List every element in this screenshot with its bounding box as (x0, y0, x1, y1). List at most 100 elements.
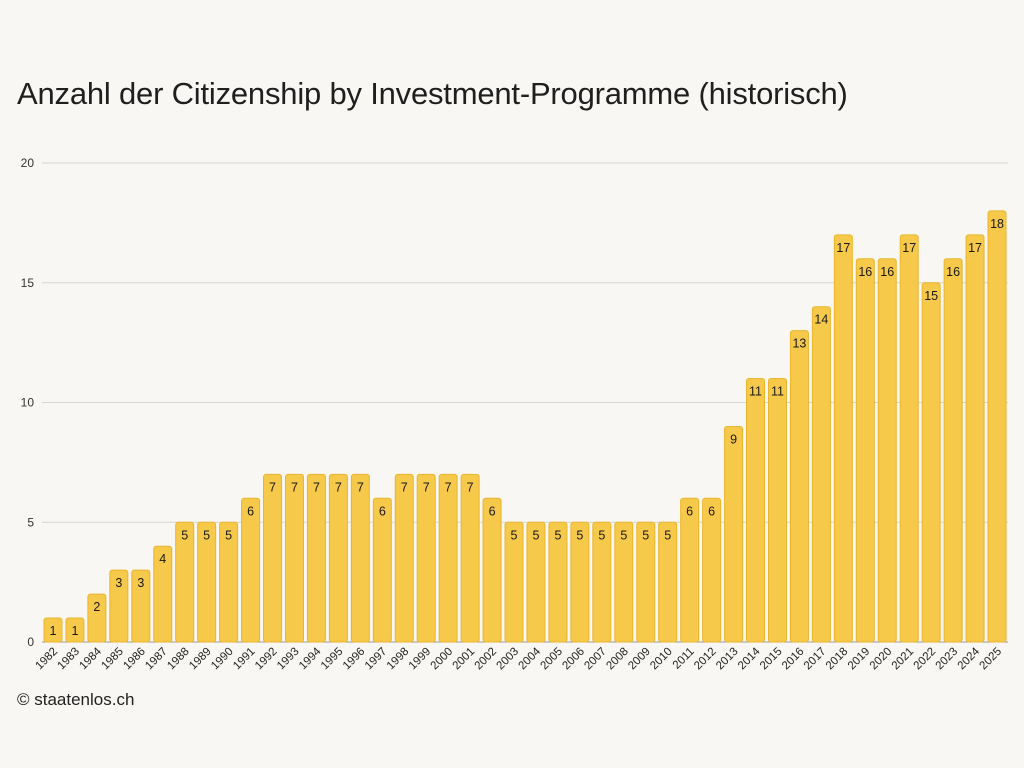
bar-1999 (416, 473, 436, 643)
data-label: 5 (576, 528, 583, 542)
data-label: 7 (269, 480, 276, 494)
credit-text: © staatenlos.ch (17, 690, 135, 709)
y-tick-label: 10 (21, 396, 35, 410)
data-label: 6 (247, 504, 254, 518)
bar-2004 (526, 521, 546, 643)
x-tick-label: 2008 (604, 646, 631, 673)
x-tick-label: 2019 (846, 646, 873, 673)
data-label: 5 (664, 528, 671, 542)
data-label: 13 (792, 337, 806, 351)
data-label: 2 (93, 600, 100, 614)
x-tick-label: 2011 (671, 646, 697, 672)
bar-1984 (87, 593, 107, 643)
data-label: 3 (115, 576, 122, 590)
x-tick-label: 2004 (517, 645, 544, 672)
bar-1986 (131, 569, 151, 643)
x-tick-label: 2001 (451, 646, 478, 673)
bar-2025 (987, 210, 1007, 643)
y-tick-label: 20 (21, 156, 35, 170)
x-axis-ticks: 1982198319841985198619871988198919901991… (34, 645, 1005, 672)
x-tick-label: 1996 (341, 646, 368, 673)
bar-2022 (921, 282, 941, 643)
x-tick-label: 2007 (582, 646, 609, 673)
bar-1994 (306, 473, 326, 643)
bar-1997 (372, 497, 392, 643)
bar-2001 (460, 473, 480, 643)
x-tick-label: 1998 (385, 646, 412, 673)
bar-1988 (175, 521, 195, 643)
bar-1992 (263, 473, 283, 643)
x-tick-label: 2020 (868, 646, 895, 673)
data-label: 5 (533, 528, 540, 542)
bar-2020 (877, 258, 897, 643)
data-label: 7 (445, 480, 452, 494)
x-tick-label: 2015 (758, 646, 785, 673)
data-label: 5 (225, 528, 232, 542)
bar-1983 (65, 617, 85, 643)
x-tick-label: 1985 (99, 646, 126, 673)
bar-1993 (284, 473, 304, 643)
bar-2003 (504, 521, 524, 643)
data-label: 18 (990, 217, 1004, 231)
data-label: 11 (749, 385, 762, 399)
data-label: 9 (730, 432, 737, 446)
bar-1990 (219, 521, 239, 643)
bar-2021 (899, 234, 919, 643)
x-tick-label: 2016 (780, 646, 807, 673)
x-tick-label: 2017 (802, 646, 829, 673)
data-label: 11 (771, 385, 784, 399)
y-axis-ticks: 0 5 10 15 20 (21, 156, 35, 649)
bar-2011 (680, 497, 700, 643)
data-label: 7 (335, 480, 342, 494)
data-label: 6 (686, 504, 693, 518)
data-label: 1 (50, 624, 57, 638)
bar-2007 (592, 521, 612, 643)
x-tick-label: 1987 (143, 646, 170, 673)
x-tick-label: 2010 (648, 646, 675, 673)
x-tick-label: 2003 (495, 646, 522, 673)
data-label: 5 (620, 528, 627, 542)
data-label: 6 (489, 504, 496, 518)
y-tick-label: 15 (21, 276, 35, 290)
bar-1996 (350, 473, 370, 643)
x-tick-label: 1984 (77, 645, 104, 672)
bar-2008 (614, 521, 634, 643)
bar-2018 (833, 234, 853, 643)
bar-2009 (636, 521, 656, 643)
x-tick-label: 1989 (187, 646, 214, 673)
data-label: 16 (946, 265, 960, 279)
y-tick-label: 5 (27, 515, 34, 529)
x-tick-label: 2013 (714, 646, 741, 673)
data-label: 6 (708, 504, 715, 518)
data-label: 14 (814, 313, 828, 327)
data-label: 5 (642, 528, 649, 542)
data-label: 16 (858, 265, 872, 279)
bar-2002 (482, 497, 502, 643)
bar-2012 (702, 497, 722, 643)
x-tick-label: 2006 (560, 646, 587, 673)
bar-2013 (724, 425, 744, 643)
x-tick-label: 1999 (407, 646, 434, 673)
data-label: 17 (902, 241, 916, 255)
data-label: 5 (511, 528, 518, 542)
chart-title: Anzahl der Citizenship by Investment-Pro… (17, 76, 848, 111)
x-tick-label: 1992 (253, 646, 280, 673)
bar-2015 (767, 378, 787, 643)
bar-1987 (153, 545, 173, 643)
data-label: 7 (467, 480, 474, 494)
data-label: 5 (181, 528, 188, 542)
x-tick-label: 1986 (121, 646, 148, 673)
x-tick-label: 2005 (538, 646, 565, 673)
y-tick-label: 0 (27, 635, 34, 649)
bar-1998 (394, 473, 414, 643)
bar-2006 (570, 521, 590, 643)
data-label: 3 (137, 576, 144, 590)
data-label: 6 (379, 504, 386, 518)
data-label: 7 (401, 480, 408, 494)
x-tick-label: 2022 (912, 646, 939, 673)
x-tick-label: 2014 (736, 645, 763, 672)
bar-2017 (811, 306, 831, 643)
data-label: 17 (836, 241, 850, 255)
